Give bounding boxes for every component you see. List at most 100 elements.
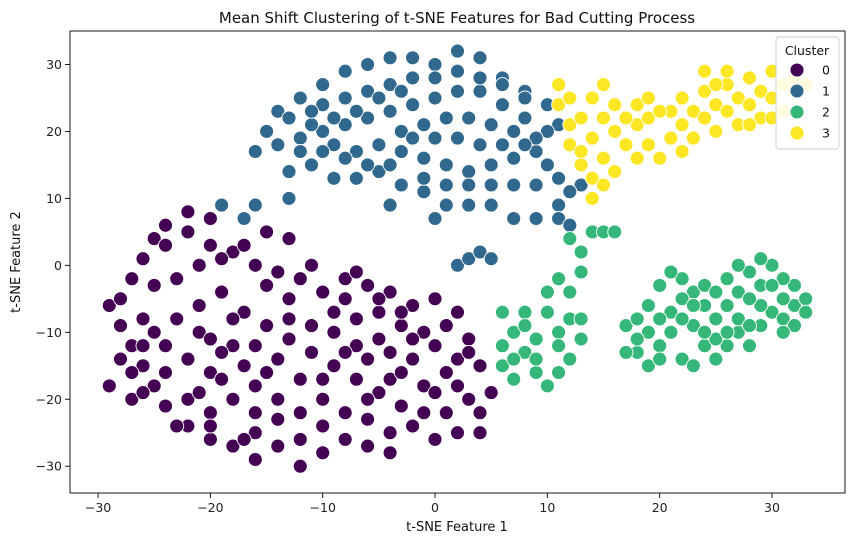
data-point-cluster-0 [135,385,151,401]
data-point-cluster-0 [202,365,218,380]
data-point-cluster-3 [607,97,623,113]
data-point-cluster-1 [528,211,544,226]
data-point-cluster-3 [573,110,589,126]
data-point-cluster-1 [360,110,376,126]
data-point-cluster-0 [214,344,230,360]
data-point-cluster-0 [315,371,331,387]
data-point-cluster-2 [753,251,769,267]
data-point-cluster-0 [450,425,465,441]
data-point-cluster-1 [304,157,319,173]
data-point-cluster-0 [416,324,432,340]
y-tick-label: 30 [46,57,62,72]
data-point-cluster-1 [427,57,443,72]
y-axis-label: t-SNE Feature 2 [9,211,24,313]
data-point-cluster-0 [382,371,398,387]
data-point-cluster-3 [742,117,757,133]
data-point-cluster-2 [562,231,578,247]
data-point-cluster-0 [416,378,432,394]
data-point-cluster-3 [584,190,600,206]
data-point-cluster-0 [382,445,398,461]
x-tick-label: 30 [764,500,780,515]
data-point-cluster-0 [202,418,218,434]
data-point-cluster-1 [483,251,499,267]
data-point-cluster-1 [562,184,578,200]
data-point-cluster-3 [685,103,701,119]
data-point-cluster-0 [270,438,286,454]
data-point-cluster-0 [337,431,353,447]
data-point-cluster-1 [472,244,488,260]
data-point-cluster-0 [337,405,353,421]
data-point-cluster-2 [551,365,567,380]
data-point-cluster-2 [775,291,791,307]
data-point-cluster-1 [438,157,454,173]
data-point-cluster-1 [506,211,522,226]
data-point-cluster-3 [596,77,611,93]
chart-title: Mean Shift Clustering of t-SNE Features … [219,9,695,27]
data-point-cluster-3 [652,103,668,119]
data-point-cluster-0 [135,311,151,327]
data-point-cluster-1 [562,217,578,233]
legend-marker-2 [789,104,805,120]
data-point-cluster-3 [742,97,757,113]
data-point-cluster-2 [562,284,578,300]
data-point-cluster-1 [472,50,488,66]
data-point-cluster-1 [382,50,398,66]
data-point-cluster-2 [629,311,645,327]
data-point-cluster-0 [180,224,196,240]
data-point-cluster-1 [416,150,432,166]
data-point-cluster-0 [270,391,286,407]
data-point-cluster-3 [640,137,656,153]
x-tick-label: 20 [652,500,668,515]
data-point-cluster-1 [438,197,454,213]
data-point-cluster-0 [281,291,297,307]
data-point-cluster-2 [539,378,555,394]
data-point-cluster-0 [472,358,488,374]
data-point-cluster-1 [472,137,488,153]
data-point-cluster-0 [292,405,308,421]
data-point-cluster-2 [618,318,634,334]
data-point-cluster-0 [158,338,173,354]
data-point-cluster-0 [225,244,241,260]
data-point-cluster-0 [146,378,162,394]
data-point-cluster-0 [416,405,432,421]
data-point-cluster-1 [281,190,297,206]
data-point-cluster-2 [685,318,701,334]
data-point-cluster-3 [629,117,645,133]
data-point-cluster-0 [438,365,454,380]
data-point-cluster-2 [708,351,724,367]
data-point-cluster-0 [180,351,196,367]
data-point-cluster-3 [640,90,656,106]
data-point-cluster-0 [236,358,252,374]
data-point-cluster-0 [247,405,263,421]
data-point-cluster-2 [618,344,634,360]
data-point-cluster-3 [596,177,611,193]
data-point-cluster-0 [101,298,117,313]
data-point-cluster-1 [539,123,555,139]
x-axis-label: t-SNE Feature 1 [406,520,508,535]
data-point-cluster-0 [146,231,162,247]
legend: Cluster 0 1 2 3 [775,36,840,150]
data-point-cluster-2 [775,324,791,340]
data-point-cluster-1 [326,137,342,153]
data-point-cluster-0 [371,331,387,347]
data-point-cluster-3 [697,63,713,79]
data-point-cluster-2 [562,351,578,367]
data-point-cluster-1 [270,103,286,119]
data-point-cluster-1 [337,150,353,166]
data-point-cluster-2 [640,358,656,374]
data-point-cluster-1 [438,110,454,126]
data-point-cluster-1 [371,137,387,153]
data-point-cluster-3 [596,150,611,166]
data-point-cluster-0 [292,458,308,474]
data-point-cluster-3 [584,170,600,186]
data-point-cluster-2 [573,244,589,260]
data-point-cluster-0 [191,385,207,401]
data-point-cluster-2 [652,351,668,367]
data-point-cluster-2 [674,271,690,287]
data-point-cluster-2 [629,331,645,347]
data-point-cluster-0 [191,298,207,313]
data-point-cluster-3 [697,110,713,126]
data-point-cluster-1 [405,50,421,66]
data-point-cluster-0 [360,411,376,427]
data-point-cluster-1 [382,103,398,119]
